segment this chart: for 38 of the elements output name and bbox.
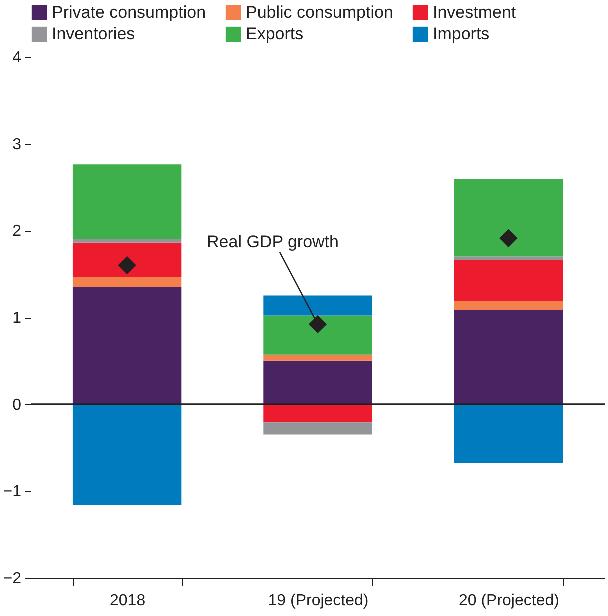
y-tick-label: −2 — [3, 570, 22, 588]
y-tick-label: −1 — [3, 484, 22, 501]
x-tick-label: 19 (Projected) — [268, 592, 369, 610]
bar — [264, 360, 372, 404]
legend-label: Imports — [433, 24, 490, 44]
bar — [264, 296, 372, 316]
bar — [454, 404, 564, 464]
point — [118, 256, 136, 274]
bar — [264, 422, 372, 435]
y-tick-label: 3 — [12, 136, 22, 154]
bar — [72, 287, 182, 404]
bar — [264, 316, 372, 355]
legend-label: Private consumption — [52, 2, 206, 22]
bar — [454, 179, 564, 257]
bar — [454, 301, 564, 311]
y-tick-label: 2 — [12, 223, 22, 240]
point — [500, 229, 518, 248]
x-tick-label: 2018 — [110, 592, 146, 610]
legend-label: Exports — [246, 24, 304, 44]
bar — [72, 239, 182, 243]
bar — [454, 260, 564, 301]
bar — [72, 164, 182, 240]
bar — [72, 242, 182, 278]
bar — [72, 404, 182, 506]
y-tick-label: 4 — [12, 50, 22, 66]
bar — [72, 278, 182, 288]
legend-label: Inventories — [52, 24, 136, 44]
bar — [264, 354, 372, 361]
y-tick-label: 0 — [12, 396, 22, 414]
bar — [454, 256, 564, 260]
text: Real GDP growth — [207, 232, 339, 252]
y-tick-label: 1 — [12, 310, 22, 327]
legend-label: Investment — [433, 2, 516, 22]
x-tick-label: 20 (Projected) — [458, 592, 560, 610]
legend-label: Public consumption — [246, 2, 394, 22]
point — [308, 315, 328, 334]
bar — [454, 310, 564, 404]
bar — [264, 404, 372, 423]
